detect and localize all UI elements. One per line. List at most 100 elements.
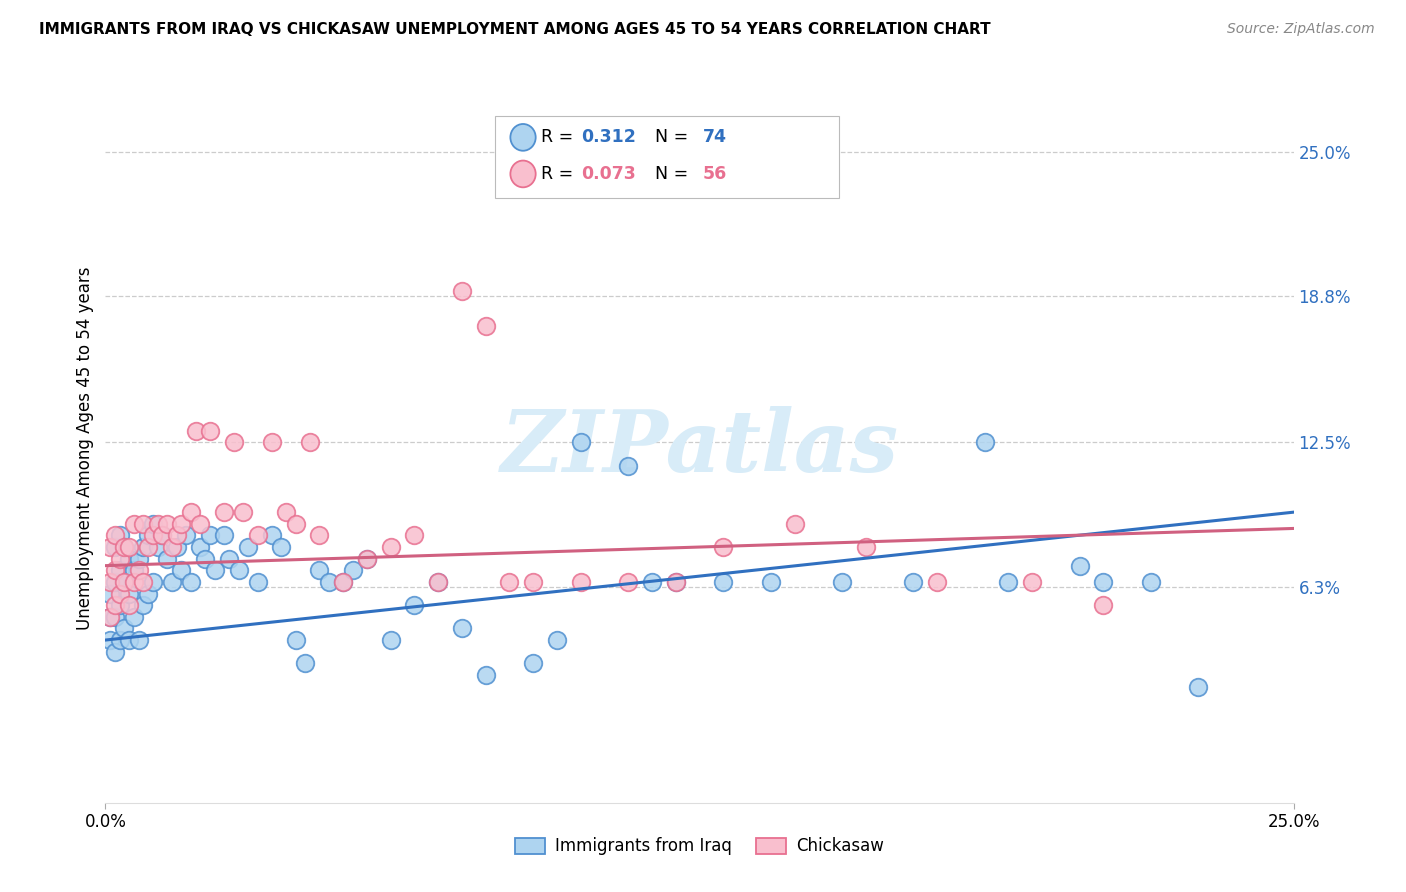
Point — [308, 563, 330, 577]
Point — [1187, 680, 1209, 694]
Point — [214, 505, 236, 519]
Point — [104, 563, 127, 577]
Point — [228, 563, 250, 577]
Legend: Immigrants from Iraq, Chickasaw: Immigrants from Iraq, Chickasaw — [508, 830, 891, 862]
Point — [132, 516, 155, 531]
Text: N =: N = — [644, 165, 693, 183]
Point — [284, 633, 307, 648]
Point — [711, 574, 734, 589]
Point — [1021, 574, 1043, 589]
Point — [665, 574, 688, 589]
Point — [180, 574, 202, 589]
Point — [160, 540, 183, 554]
Point — [569, 435, 592, 450]
Text: 74: 74 — [703, 128, 727, 146]
Point — [98, 574, 121, 589]
Point — [166, 528, 188, 542]
Point — [104, 609, 127, 624]
Point — [170, 516, 193, 531]
Point — [166, 540, 188, 554]
Point — [132, 540, 155, 554]
Point — [198, 528, 221, 542]
Point — [170, 563, 193, 577]
Y-axis label: Unemployment Among Ages 45 to 54 years: Unemployment Among Ages 45 to 54 years — [76, 267, 94, 630]
Point — [218, 551, 240, 566]
Point — [98, 609, 121, 624]
Point — [246, 574, 269, 589]
Text: 0.312: 0.312 — [581, 128, 636, 146]
Point — [114, 540, 136, 554]
Point — [474, 319, 496, 334]
Point — [498, 574, 520, 589]
Point — [142, 574, 165, 589]
Point — [136, 540, 159, 554]
Point — [204, 563, 226, 577]
Point — [118, 598, 141, 612]
Point — [98, 540, 121, 554]
Point — [274, 505, 297, 519]
Point — [104, 645, 127, 659]
Point — [122, 609, 145, 624]
Point — [759, 574, 782, 589]
Point — [108, 586, 131, 600]
Point — [522, 574, 544, 589]
Point — [118, 551, 141, 566]
Text: 0.073: 0.073 — [581, 165, 636, 183]
Point — [404, 528, 426, 542]
Point — [617, 574, 640, 589]
Point — [114, 622, 136, 636]
Text: R =: R = — [541, 128, 579, 146]
Point — [260, 528, 283, 542]
Point — [1069, 558, 1091, 573]
Point — [783, 516, 806, 531]
Point — [925, 574, 948, 589]
Text: Source: ZipAtlas.com: Source: ZipAtlas.com — [1227, 22, 1375, 37]
Point — [232, 505, 254, 519]
Point — [270, 540, 292, 554]
Point — [190, 516, 212, 531]
Point — [617, 458, 640, 473]
Point — [180, 505, 202, 519]
Point — [1140, 574, 1163, 589]
Text: ZIPatlas: ZIPatlas — [501, 407, 898, 490]
Point — [522, 657, 544, 671]
Point — [194, 551, 217, 566]
Point — [132, 598, 155, 612]
Point — [128, 551, 150, 566]
Point — [98, 586, 121, 600]
Text: IMMIGRANTS FROM IRAQ VS CHICKASAW UNEMPLOYMENT AMONG AGES 45 TO 54 YEARS CORRELA: IMMIGRANTS FROM IRAQ VS CHICKASAW UNEMPL… — [39, 22, 991, 37]
Point — [404, 598, 426, 612]
Point — [184, 424, 207, 438]
Point — [246, 528, 269, 542]
Point — [104, 598, 127, 612]
Point — [569, 574, 592, 589]
Point — [108, 551, 131, 566]
Point — [128, 633, 150, 648]
Point — [236, 540, 259, 554]
Point — [450, 622, 472, 636]
Point — [118, 586, 141, 600]
Point — [308, 528, 330, 542]
Point — [356, 551, 378, 566]
Point — [711, 540, 734, 554]
Point — [546, 633, 568, 648]
Point — [174, 528, 197, 542]
Point — [128, 563, 150, 577]
Point — [190, 540, 212, 554]
Point — [136, 586, 159, 600]
Point — [160, 574, 183, 589]
Point — [332, 574, 354, 589]
Point — [855, 540, 877, 554]
Point — [142, 528, 165, 542]
Point — [1092, 598, 1115, 612]
Point — [318, 574, 340, 589]
Point — [118, 633, 141, 648]
Point — [142, 516, 165, 531]
Point — [104, 574, 127, 589]
Point — [427, 574, 450, 589]
Point — [104, 528, 127, 542]
Point — [284, 516, 307, 531]
Point — [831, 574, 853, 589]
Point — [380, 633, 402, 648]
Point — [298, 435, 321, 450]
